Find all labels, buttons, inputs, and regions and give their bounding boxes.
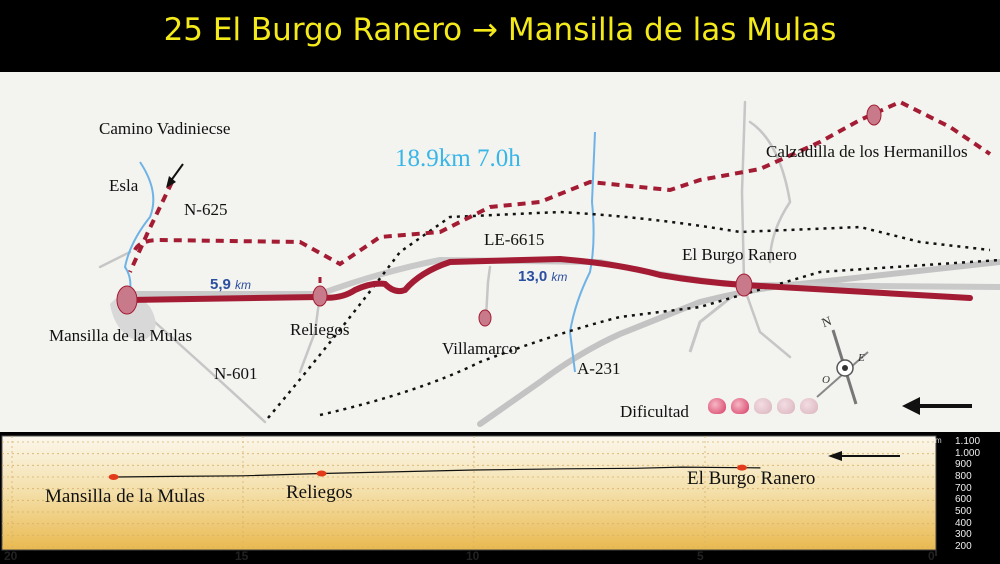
shell-filled-icon [708,398,726,414]
label-n625: N-625 [184,200,228,219]
label-burgo: El Burgo Ranero [682,245,797,264]
difficulty-label: Dificultad [620,402,689,421]
label-mansilla: Mansilla de la Mulas [49,326,193,345]
label-esla: Esla [109,176,139,195]
shell-filled-icon [731,398,749,414]
page-title: 25 El Burgo Ranero → Mansilla de las Mul… [163,12,837,48]
profile-label-reliegos: Reliegos [286,482,353,503]
profile-label-mansilla: Mansilla de la Mulas [45,486,205,507]
direction-arrow-head-icon [902,397,920,415]
marker-burgo [735,273,753,297]
y-tick-label: 700 [955,482,972,494]
profile-town-marker [736,464,747,471]
label-a231: A-231 [577,359,621,378]
label-le6615: LE-6615 [484,230,545,249]
shell-empty-icon [777,398,795,414]
alt-route-calzadilla [133,99,992,267]
difficulty-rating [708,398,823,419]
segment-distance-1: 5,9 km [210,276,252,293]
route-map: 18.9km 7.0h Camino Vadiniecse Esla N-625… [0,72,1000,432]
y-axis-unit: m [935,436,942,445]
y-tick-label: 800 [955,471,972,482]
x-tick-label: 5 [697,549,704,563]
y-tick-label: 200 [955,541,972,552]
y-tick-label: 1.100 [955,436,981,447]
road-villamarco [484,265,492,319]
label-vadiniecse: Camino Vadiniecse [99,119,231,138]
road-burgo-north [740,100,747,284]
profile-canvas [1,435,937,556]
alt-route-vadiniecse [128,181,174,273]
profile-arrow-head-icon [828,451,842,461]
marker-reliegos [312,285,328,307]
y-tick-label: 1.000 [955,447,981,459]
river-esla [123,161,155,293]
x-tick-label: 10 [466,549,480,563]
elevation-profile: Mansilla de la Mulas Reliegos El Burgo R… [0,434,1000,564]
shell-empty-icon [800,398,818,414]
shell-empty-icon [754,398,772,414]
road-burgo-southwest [688,285,745,353]
label-villamarco: Villamarco [442,339,518,358]
road-n625-minor [98,250,132,269]
profile-town-marker [316,470,327,477]
road-reliegos-south [298,292,322,374]
main-route [125,255,973,303]
y-tick-label: 900 [955,459,972,471]
label-reliegos: Reliegos [290,320,350,339]
compass-icon [816,329,869,405]
x-tick-label: 20 [4,549,18,563]
railway-dotted-1 [267,210,991,419]
profile-town-marker [108,474,119,480]
marker-villamarco [478,309,492,327]
header-bar: 25 El Burgo Ranero → Mansilla de las Mul… [0,0,1000,72]
marker-calzadilla [866,104,882,126]
elevation-line [113,466,761,478]
river-a231-channel [568,131,596,373]
marker-mansilla [116,285,138,315]
road-calzadilla [748,120,792,264]
profile-label-burgo: El Burgo Ranero [687,468,816,489]
label-n601: N-601 [214,364,258,383]
map-canvas [98,99,1000,427]
x-tick-label: 0 [928,549,935,563]
y-tick-label: 400 [955,517,972,529]
x-tick-label: 15 [235,549,249,563]
railway-dotted-2 [319,258,1000,417]
distance-time: 18.9km 7.0h [395,145,521,172]
label-calzadilla: Calzadilla de los Hermanillos [766,142,968,161]
segment-distance-2: 13,0 km [518,268,568,285]
road-burgo-south [742,285,792,359]
y-tick-label: 500 [955,506,972,517]
arrow-head-icon [166,176,176,188]
compass-o-label: O [822,374,830,386]
y-tick-label: 300 [955,529,972,541]
compass-e-label: E [858,352,865,364]
y-tick-label: 600 [955,494,972,506]
